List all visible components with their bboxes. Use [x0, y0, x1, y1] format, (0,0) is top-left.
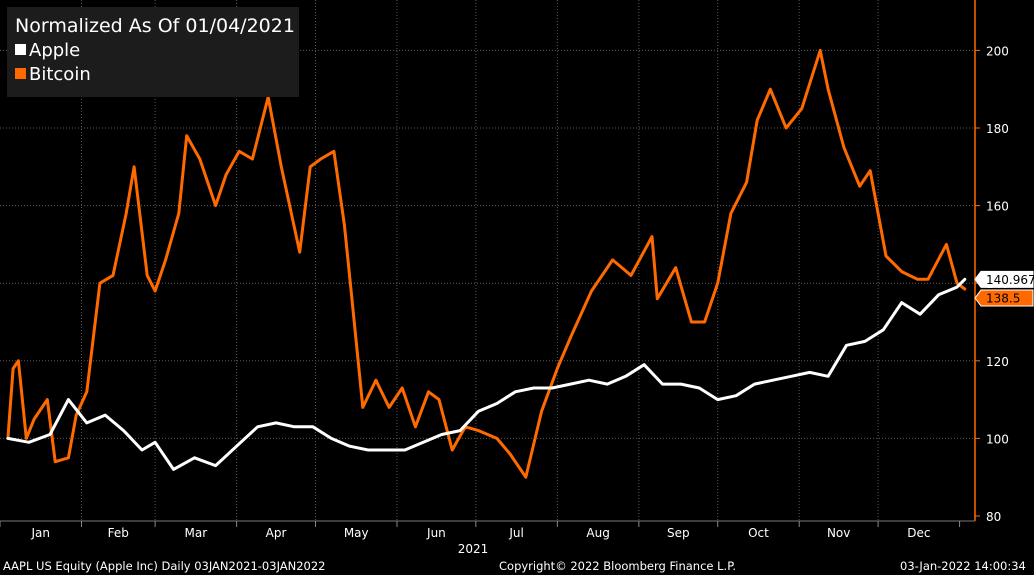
footer-security: AAPL US Equity (Apple Inc) Daily 03JAN20… — [3, 559, 326, 573]
series-lines — [6, 48, 967, 479]
footer-copyright: Copyright© 2022 Bloomberg Finance L.P. — [499, 559, 736, 573]
chart-title: Normalized As Of 01/04/2021 — [15, 15, 295, 37]
x-tick-label-oct: Oct — [748, 526, 769, 540]
x-tick-label-sep: Sep — [667, 526, 690, 540]
legend-label-apple: Apple — [29, 40, 81, 61]
last-value-bitcoin-box — [974, 289, 1034, 307]
x-axis: Jan Feb Mar Apr May Jun Jul Aug Sep Oct Nov Dec 2021 — [0, 520, 975, 556]
legend-swatch-bitcoin — [15, 68, 26, 79]
y-tick-label: 160 — [986, 200, 1009, 214]
legend-label-bitcoin: Bitcoin — [29, 64, 91, 85]
x-tick-label-jul: Jul — [508, 526, 523, 540]
x-axis-label: 2021 — [458, 542, 489, 556]
y-tick-label: 180 — [986, 122, 1009, 136]
y-tick-label: 120 — [986, 355, 1009, 369]
x-tick-label-jan: Jan — [30, 526, 50, 540]
legend: Normalized As Of 01/04/2021 Apple Bitcoi… — [7, 7, 299, 97]
x-tick-label-dec: Dec — [907, 526, 930, 540]
series-line-bitcoin — [6, 48, 967, 479]
last-value-labels: 138.5 140.967 — [974, 270, 1034, 307]
legend-item-apple: Apple — [15, 40, 80, 61]
y-axis: 80100120140160180200 — [974, 0, 1009, 524]
last-value-apple-text: 140.967 — [986, 273, 1034, 287]
y-tick-label: 80 — [986, 510, 1001, 524]
x-tick-label-feb: Feb — [108, 526, 129, 540]
last-value-apple-box — [974, 270, 1034, 288]
series-line-apple — [6, 277, 967, 471]
x-tick-label-may: May — [344, 526, 369, 540]
legend-item-bitcoin: Bitcoin — [15, 64, 91, 85]
x-tick-label-apr: Apr — [266, 526, 287, 540]
last-value-bitcoin-text: 138.5 — [986, 292, 1020, 306]
footer-timestamp: 03-Jan-2022 14:00:34 — [900, 559, 1026, 573]
x-tick-label-aug: Aug — [586, 526, 609, 540]
x-tick-label-nov: Nov — [827, 526, 850, 540]
y-tick-label: 100 — [986, 432, 1009, 446]
x-tick-label-mar: Mar — [185, 526, 208, 540]
x-tick-label-jun: Jun — [426, 526, 446, 540]
y-tick-label: 200 — [986, 44, 1009, 58]
legend-swatch-apple — [15, 44, 26, 55]
